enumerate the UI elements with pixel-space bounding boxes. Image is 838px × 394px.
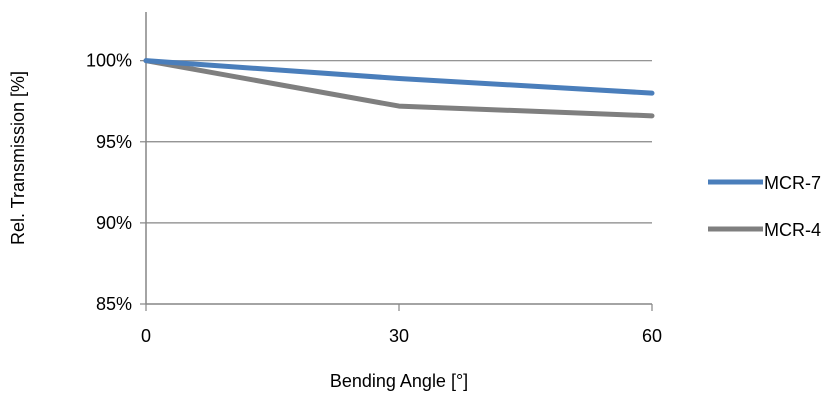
series-line-mcr-7 xyxy=(143,58,655,96)
series-line-mcr-4 xyxy=(143,58,655,119)
x-tick-label: 30 xyxy=(389,326,409,346)
series-lines xyxy=(143,58,655,119)
y-tick-label: 90% xyxy=(96,213,132,233)
x-tick-labels: 0 30 60 xyxy=(141,326,662,346)
legend-label: MCR-4 xyxy=(764,220,821,240)
legend-label: MCR-7 xyxy=(764,173,821,193)
y-axis-title: Rel. Transmission [%] xyxy=(8,71,28,245)
x-tick-label: 0 xyxy=(141,326,151,346)
x-axis-title: Bending Angle [°] xyxy=(330,371,468,391)
x-tick-label: 60 xyxy=(642,326,662,346)
y-tick-label: 100% xyxy=(86,51,132,71)
y-tick-label: 95% xyxy=(96,132,132,152)
y-tick-label: 85% xyxy=(96,294,132,314)
legend: MCR-7 MCR-4 xyxy=(708,173,821,240)
x-tick-marks xyxy=(145,304,653,311)
gridlines xyxy=(140,60,652,305)
y-tick-labels: 85% 90% 95% 100% xyxy=(86,51,132,314)
